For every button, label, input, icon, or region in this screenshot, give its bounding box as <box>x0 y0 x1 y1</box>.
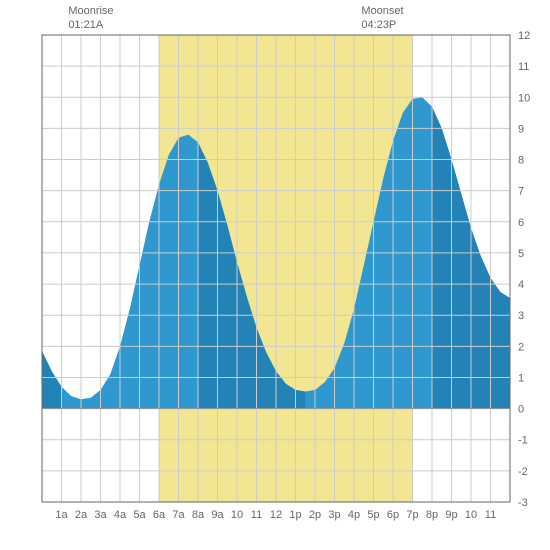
svg-text:5p: 5p <box>367 509 379 521</box>
svg-text:12: 12 <box>270 509 282 521</box>
moonrise-time: 01:21A <box>68 19 103 31</box>
svg-text:7p: 7p <box>406 509 418 521</box>
svg-text:5: 5 <box>518 248 524 260</box>
svg-text:12: 12 <box>518 30 530 42</box>
svg-text:9a: 9a <box>211 509 224 521</box>
svg-text:-2: -2 <box>518 466 528 478</box>
svg-text:3p: 3p <box>328 509 340 521</box>
moonset-time: 04:23P <box>361 19 396 31</box>
moonrise-annotation: Moonrise 01:21A <box>68 4 113 33</box>
svg-text:2p: 2p <box>309 509 321 521</box>
svg-text:9p: 9p <box>445 509 457 521</box>
svg-text:4a: 4a <box>114 509 127 521</box>
svg-text:2: 2 <box>518 341 524 353</box>
svg-text:6p: 6p <box>387 509 399 521</box>
moonset-label: Moonset <box>361 5 403 17</box>
svg-text:10: 10 <box>465 509 477 521</box>
svg-text:6: 6 <box>518 217 524 229</box>
svg-text:0: 0 <box>518 404 524 416</box>
svg-text:-3: -3 <box>518 497 528 509</box>
svg-text:6a: 6a <box>153 509 166 521</box>
svg-text:11: 11 <box>251 509 262 521</box>
svg-text:11: 11 <box>485 509 496 521</box>
svg-text:2a: 2a <box>75 509 88 521</box>
svg-text:1a: 1a <box>55 509 68 521</box>
svg-text:-1: -1 <box>518 435 528 447</box>
moonrise-label: Moonrise <box>68 5 113 17</box>
svg-text:10: 10 <box>231 509 243 521</box>
svg-text:1p: 1p <box>289 509 301 521</box>
svg-text:1: 1 <box>518 372 524 384</box>
svg-text:5a: 5a <box>133 509 146 521</box>
svg-text:9: 9 <box>518 123 524 135</box>
svg-text:8a: 8a <box>192 509 205 521</box>
svg-text:7a: 7a <box>172 509 185 521</box>
svg-text:4p: 4p <box>348 509 360 521</box>
svg-text:8: 8 <box>518 155 524 167</box>
svg-text:4: 4 <box>518 279 524 291</box>
svg-text:8p: 8p <box>426 509 438 521</box>
moonset-annotation: Moonset 04:23P <box>361 4 403 33</box>
svg-text:11: 11 <box>518 61 529 73</box>
svg-text:3: 3 <box>518 310 524 322</box>
chart-svg: -3-2-101234567891011121a2a3a4a5a6a7a8a9a… <box>0 0 550 550</box>
svg-text:7: 7 <box>518 186 524 198</box>
svg-text:3a: 3a <box>94 509 107 521</box>
tide-chart: Moonrise 01:21A Moonset 04:23P -3-2-1012… <box>0 0 550 550</box>
svg-text:10: 10 <box>518 92 530 104</box>
